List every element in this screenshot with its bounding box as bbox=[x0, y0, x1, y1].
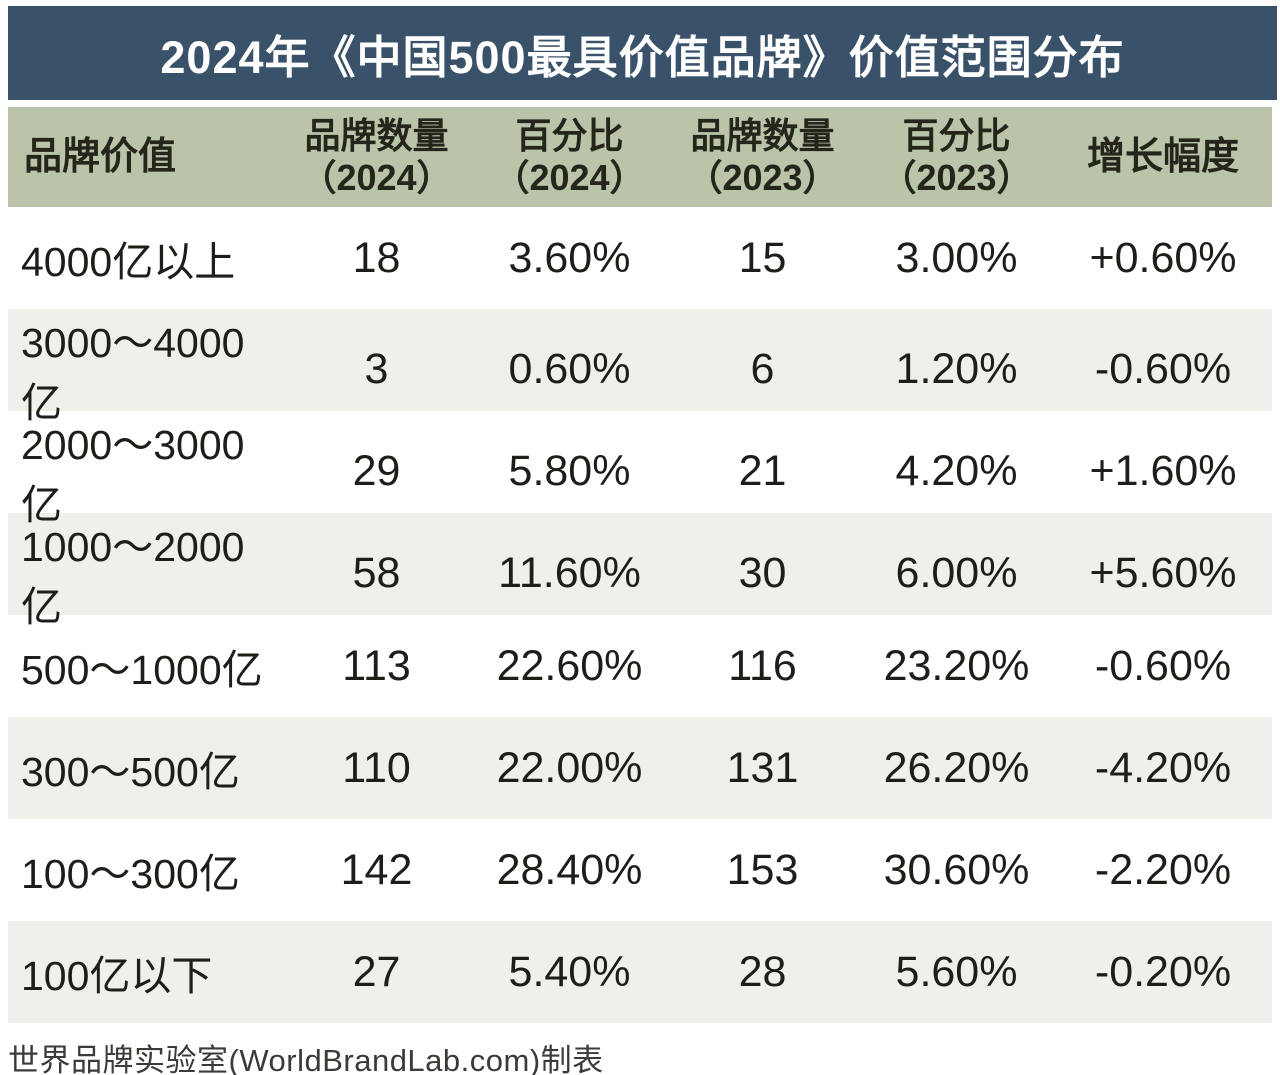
header-cell-1: 品牌数量 （2024） bbox=[280, 115, 473, 200]
cell-value: 5.80% bbox=[508, 446, 631, 495]
cell-value: 131 bbox=[726, 743, 799, 792]
cell-value: 18 bbox=[352, 233, 401, 282]
cell-value: 5.60% bbox=[895, 947, 1018, 996]
cell-value: 110 bbox=[342, 743, 411, 792]
table-header-row: 品牌价值 品牌数量 （2024） 百分比 （2024） 品牌数量 （2023） 百分比 （202… bbox=[8, 107, 1272, 207]
table-row: 2000～3000亿 29 5.80% 21 4.20% +1.60% bbox=[8, 411, 1272, 528]
row-label: 100亿以下 bbox=[21, 953, 213, 999]
row-label: 100～300亿 bbox=[21, 851, 240, 897]
cell-value: 23.20% bbox=[883, 641, 1030, 690]
cell-value: -0.60% bbox=[1094, 344, 1232, 393]
source-note: 世界品牌实验室(WorldBrandLab.com)制表 bbox=[8, 1043, 604, 1075]
cell-value: +0.60% bbox=[1089, 233, 1237, 282]
row-label: 1000～2000亿 bbox=[21, 524, 245, 630]
cell-value: 116 bbox=[728, 641, 797, 690]
header-cell-3: 品牌数量 （2023） bbox=[666, 115, 859, 200]
cell-value: 28.40% bbox=[496, 845, 643, 894]
page-title: 2024年《中国500最具价值品牌》价值范围分布 bbox=[160, 31, 1125, 83]
table-row: 1000～2000亿 58 11.60% 30 6.00% +5.60% bbox=[8, 513, 1272, 630]
header-label: 品牌数量 bbox=[690, 114, 835, 156]
header-sublabel: （2024） bbox=[300, 157, 453, 198]
cell-value: 26.20% bbox=[883, 743, 1030, 792]
cell-value: 11.60% bbox=[498, 548, 641, 597]
table-body: 4000亿以上 18 3.60% 15 3.00% +0.60% 3000～4000亿 3 0.… bbox=[8, 207, 1272, 1023]
cell-value: 28 bbox=[738, 947, 787, 996]
cell-value: 29 bbox=[352, 446, 401, 495]
row-label: 3000～4000亿 bbox=[21, 320, 245, 426]
cell-value: 4.20% bbox=[895, 446, 1018, 495]
cell-value: +1.60% bbox=[1089, 446, 1237, 495]
header-sublabel: （2023） bbox=[880, 157, 1033, 198]
cell-value: 3 bbox=[364, 344, 389, 393]
row-label: 4000亿以上 bbox=[21, 239, 236, 285]
cell-value: 21 bbox=[738, 446, 787, 495]
cell-value: 113 bbox=[342, 641, 411, 690]
row-label: 300～500亿 bbox=[21, 749, 240, 795]
row-label: 500～1000亿 bbox=[21, 647, 263, 693]
cell-value: -2.20% bbox=[1094, 845, 1232, 894]
table-row: 4000亿以上 18 3.60% 15 3.00% +0.60% bbox=[8, 207, 1272, 309]
brand-value-table: 品牌价值 品牌数量 （2024） 百分比 （2024） 品牌数量 （2023） 百分比 （202… bbox=[8, 107, 1272, 1023]
table-row: 300～500亿 110 22.00% 131 26.20% -4.20% bbox=[8, 717, 1272, 819]
cell-value: 30.60% bbox=[883, 845, 1030, 894]
cell-value: 153 bbox=[726, 845, 799, 894]
cell-value: -0.20% bbox=[1094, 947, 1232, 996]
cell-value: 22.00% bbox=[496, 743, 643, 792]
row-label: 2000～3000亿 bbox=[21, 422, 245, 528]
header-cell-2: 百分比 （2024） bbox=[473, 115, 666, 200]
cell-value: 22.60% bbox=[496, 641, 643, 690]
cell-value: 6 bbox=[750, 344, 775, 393]
header-sublabel: （2023） bbox=[686, 157, 839, 198]
table-row: 100～300亿 142 28.40% 153 30.60% -2.20% bbox=[8, 819, 1272, 921]
header-cell-0: 品牌价值 bbox=[8, 135, 280, 180]
cell-value: 3.60% bbox=[508, 233, 631, 282]
header-sublabel: （2024） bbox=[493, 157, 646, 198]
title-bar: 2024年《中国500最具价值品牌》价值范围分布 bbox=[8, 6, 1277, 100]
cell-value: 1.20% bbox=[895, 344, 1018, 393]
header-label: 品牌数量 bbox=[304, 114, 449, 156]
header-cell-4: 百分比 （2023） bbox=[859, 115, 1054, 200]
cell-value: 27 bbox=[352, 947, 401, 996]
cell-value: 15 bbox=[738, 233, 787, 282]
header-label: 百分比 bbox=[902, 114, 1011, 156]
table-row: 100亿以下 27 5.40% 28 5.60% -0.20% bbox=[8, 921, 1272, 1023]
table-row: 3000～4000亿 3 0.60% 6 1.20% -0.60% bbox=[8, 309, 1272, 426]
table-row: 500～1000亿 113 22.60% 116 23.20% -0.60% bbox=[8, 615, 1272, 717]
cell-value: +5.60% bbox=[1089, 548, 1237, 597]
header-label: 百分比 bbox=[515, 114, 624, 156]
header-cell-5: 增长幅度 bbox=[1054, 135, 1272, 180]
cell-value: 5.40% bbox=[508, 947, 631, 996]
header-label: 增长幅度 bbox=[1086, 135, 1239, 178]
cell-value: 30 bbox=[738, 548, 787, 597]
cell-value: 58 bbox=[352, 548, 401, 597]
header-label: 品牌价值 bbox=[24, 135, 177, 178]
cell-value: -0.60% bbox=[1094, 641, 1232, 690]
cell-value: 0.60% bbox=[508, 344, 631, 393]
cell-value: -4.20% bbox=[1094, 743, 1232, 792]
cell-value: 6.00% bbox=[895, 548, 1018, 597]
cell-value: 142 bbox=[340, 845, 413, 894]
cell-value: 3.00% bbox=[895, 233, 1018, 282]
